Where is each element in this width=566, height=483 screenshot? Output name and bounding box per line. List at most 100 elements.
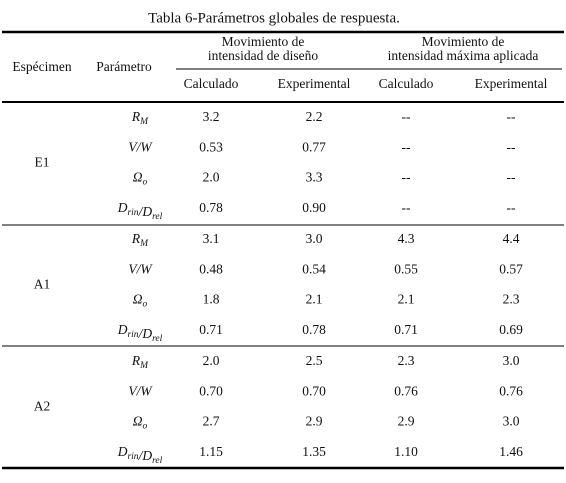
parameter: Drin/Drel [117,444,163,466]
value-cell: 2.7 [203,414,220,429]
value-cell: -- [507,200,516,215]
value-cell: 0.78 [302,322,326,337]
value-cell: 0.90 [302,200,326,215]
value-cell: 2.0 [203,353,220,368]
parameter-subscript: rel [152,456,163,466]
header-cell: Parámetro [96,59,152,74]
value-cell: 0.53 [199,139,223,154]
value-cell: 3.0 [503,353,520,368]
value-cell: 2.2 [306,109,323,124]
value-cell: 0.48 [199,261,223,276]
parameter-symbol: R [131,109,141,124]
parameter-symbol: D [117,200,128,215]
parameter-symbol: Ω [133,170,143,185]
group-header: intensidad de diseño [208,48,318,63]
parameter: Ωo [133,170,148,188]
parameter-symbol: /D [138,326,153,341]
value-cell: 0.54 [302,261,326,276]
value-cell: 0.70 [302,383,326,398]
parameter-subscript: rin [127,452,138,462]
parameter-subscript: o [143,178,148,188]
value-cell: 0.71 [394,322,418,337]
parameter-subscript: rin [127,330,138,340]
value-cell: 1.15 [199,444,223,459]
parameter: V/W [128,139,153,154]
value-cell: 3.3 [306,170,323,185]
parameter-symbol: R [131,231,141,246]
parameter: Ωo [133,292,148,310]
parameter-subscript: o [143,300,148,310]
column-header: Experimental [278,76,351,91]
value-cell: -- [402,200,411,215]
value-cell: 2.5 [306,353,323,368]
parameter: V/W [128,383,153,398]
value-cell: 3.0 [306,231,323,246]
parameter-symbol: /D [138,448,153,463]
value-cell: 0.70 [199,383,223,398]
value-cell: 3.0 [503,414,520,429]
value-cell: 3.1 [203,231,220,246]
value-cell: 0.77 [302,139,326,154]
parameter-symbol: R [131,353,141,368]
parameter: Ωo [133,414,148,432]
value-cell: 4.3 [398,231,415,246]
parameter: Drin/Drel [117,200,163,222]
value-cell: 2.0 [203,170,220,185]
group-header: Movimiento de [422,34,505,49]
value-cell: 3.2 [203,109,220,124]
parameter: RM [131,109,149,127]
group-header: Movimiento de [222,34,305,49]
value-cell: 0.76 [499,383,523,398]
value-cell: 2.3 [503,292,520,307]
value-cell: 1.35 [302,444,326,459]
value-cell: -- [507,170,516,185]
value-cell: -- [402,170,411,185]
group-header: intensidad máxima aplicada [388,48,539,63]
parameter: RM [131,353,149,371]
column-header: Calculado [379,76,434,91]
value-cell: 1.8 [203,292,220,307]
parameter-subscript: o [143,422,148,432]
parameter-symbol: V/W [128,383,153,398]
parameter-symbol: Ω [133,414,143,429]
specimen-label: A2 [34,399,51,414]
parameter-subscript: rel [152,334,163,344]
column-header: Calculado [184,76,239,91]
column-header: Experimental [475,76,548,91]
parameter-subscript: M [139,239,149,249]
header-cell: Espécimen [12,59,71,74]
value-cell: -- [402,109,411,124]
parameter-subscript: rel [152,212,163,222]
value-cell: 0.57 [499,261,523,276]
parameter-symbol: D [117,322,128,337]
parameter-subscript: rin [127,208,138,218]
parameter-symbol: V/W [128,261,153,276]
value-cell: 1.10 [394,444,418,459]
parameter-symbol: D [117,444,128,459]
parameter-symbol: /D [138,204,153,219]
value-cell: 4.4 [503,231,520,246]
parameter-symbol: Ω [133,292,143,307]
parameter: RM [131,231,149,249]
value-cell: -- [507,139,516,154]
value-cell: 0.78 [199,200,223,215]
value-cell: 0.69 [499,322,523,337]
table-title: Tabla 6-Parámetros globales de respuesta… [148,10,400,26]
value-cell: -- [507,109,516,124]
value-cell: 2.3 [398,353,415,368]
value-cell: 0.76 [394,383,418,398]
parameter-subscript: M [139,117,149,127]
parameter: V/W [128,261,153,276]
value-cell: 2.9 [306,414,323,429]
parameter-subscript: M [139,361,149,371]
specimen-label: E1 [35,155,50,170]
value-cell: -- [402,139,411,154]
value-cell: 0.71 [199,322,223,337]
specimen-label: A1 [34,277,51,292]
value-cell: 2.1 [398,292,415,307]
parameter-symbol: V/W [128,139,153,154]
parameter: Drin/Drel [117,322,163,344]
value-cell: 1.46 [499,444,523,459]
value-cell: 0.55 [394,261,418,276]
